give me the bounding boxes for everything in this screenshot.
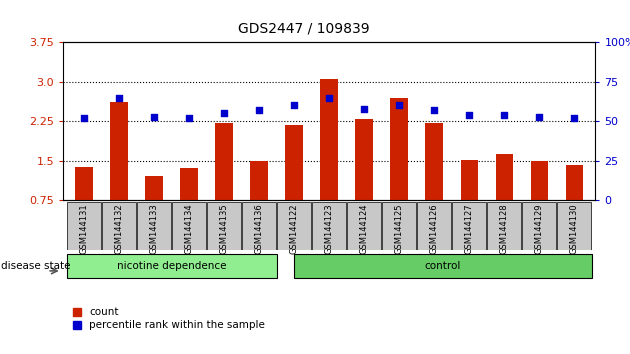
Bar: [487, 202, 522, 250]
Point: [534, 114, 544, 119]
Bar: [67, 255, 277, 278]
Bar: [207, 202, 241, 250]
Point: [254, 107, 264, 113]
Text: GDS2447 / 109839: GDS2447 / 109839: [238, 21, 370, 35]
Text: GSM144133: GSM144133: [149, 203, 159, 254]
Point: [499, 112, 509, 118]
Point: [184, 115, 194, 121]
Bar: [250, 161, 268, 239]
Bar: [496, 154, 513, 239]
Bar: [461, 160, 478, 239]
Bar: [215, 123, 233, 239]
Bar: [452, 202, 486, 250]
Legend: count, percentile rank within the sample: count, percentile rank within the sample: [68, 303, 269, 335]
Bar: [67, 202, 101, 250]
Point: [114, 95, 124, 101]
Text: GSM144128: GSM144128: [500, 203, 509, 254]
Bar: [425, 123, 443, 239]
Text: GSM144126: GSM144126: [430, 203, 438, 254]
Bar: [417, 202, 452, 250]
Bar: [566, 165, 583, 239]
Bar: [110, 102, 128, 239]
Point: [324, 95, 334, 101]
Bar: [75, 167, 93, 239]
Text: disease state: disease state: [1, 261, 70, 272]
Point: [219, 110, 229, 116]
Bar: [285, 125, 303, 239]
Point: [394, 103, 404, 108]
Point: [464, 112, 474, 118]
Bar: [312, 202, 347, 250]
Text: GSM144123: GSM144123: [324, 203, 334, 254]
Bar: [102, 202, 136, 250]
Point: [289, 103, 299, 108]
Text: GSM144130: GSM144130: [570, 203, 579, 254]
Text: GSM144136: GSM144136: [255, 203, 263, 254]
Bar: [557, 202, 592, 250]
Bar: [242, 202, 277, 250]
Text: control: control: [425, 261, 461, 272]
Bar: [355, 119, 373, 239]
Point: [429, 107, 439, 113]
Text: GSM144131: GSM144131: [79, 203, 88, 254]
Text: nicotine dependence: nicotine dependence: [117, 261, 226, 272]
Text: GSM144135: GSM144135: [220, 203, 229, 254]
Bar: [391, 98, 408, 239]
Bar: [172, 202, 206, 250]
Bar: [277, 202, 311, 250]
Text: GSM144134: GSM144134: [185, 203, 193, 254]
Point: [79, 115, 89, 121]
Text: GSM144122: GSM144122: [290, 203, 299, 254]
Text: GSM144129: GSM144129: [535, 203, 544, 254]
Bar: [347, 202, 381, 250]
Bar: [530, 161, 548, 239]
Point: [149, 114, 159, 119]
Bar: [321, 79, 338, 239]
Text: GSM144124: GSM144124: [360, 203, 369, 254]
Bar: [146, 176, 163, 239]
Bar: [382, 202, 416, 250]
Text: GSM144127: GSM144127: [465, 203, 474, 254]
Bar: [137, 202, 171, 250]
Bar: [522, 202, 556, 250]
Point: [570, 115, 580, 121]
Point: [359, 106, 369, 112]
Text: GSM144132: GSM144132: [115, 203, 123, 254]
Bar: [180, 168, 198, 239]
Bar: [294, 255, 592, 278]
Text: GSM144125: GSM144125: [395, 203, 404, 254]
